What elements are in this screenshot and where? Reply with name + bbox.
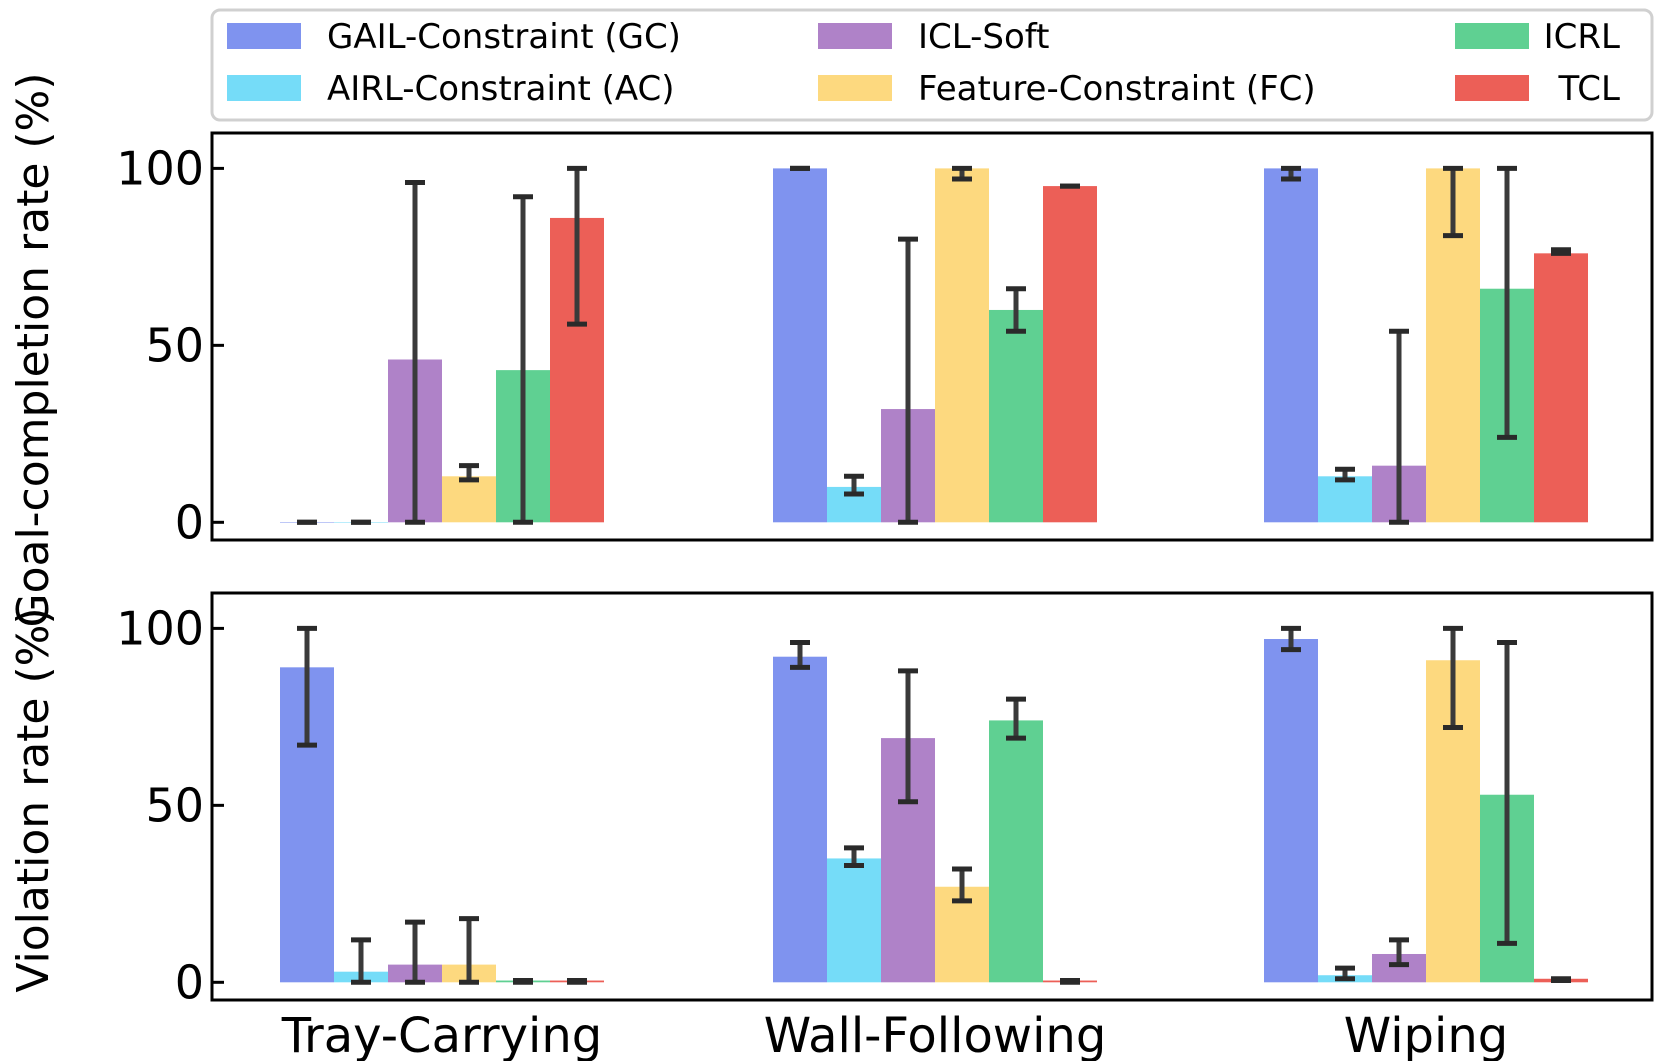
legend-label-4: ICRL <box>1544 17 1620 57</box>
ytick-label-1-2: 100 <box>116 601 204 655</box>
axes-frame-1 <box>210 591 1654 1002</box>
legend-swatch-2 <box>818 23 892 49</box>
bar-1-4-1 <box>989 720 1043 983</box>
legend-label-5: TCL <box>1558 69 1621 109</box>
legend-swatch-5 <box>1455 75 1529 101</box>
legend: GAIL-Constraint (GC) AIRL-Constraint (AC)… <box>210 8 1654 122</box>
bar-0-5-2 <box>1534 253 1588 523</box>
xtick-label-2: Wiping <box>1344 1008 1508 1061</box>
ytick-label-1-1: 50 <box>145 778 204 832</box>
axes-frame-0 <box>210 131 1654 542</box>
ytick-label-0-1: 50 <box>145 318 204 372</box>
ylabel-0: Goal-completion rate (%) <box>8 72 59 627</box>
legend-label-3: Feature-Constraint (FC) <box>918 69 1316 109</box>
bar-0-3-1 <box>935 168 989 523</box>
bar-0-1-2 <box>1318 476 1372 523</box>
legend-swatch-4 <box>1455 23 1529 49</box>
legend-swatch-1 <box>227 75 301 101</box>
bar-0-0-2 <box>1264 168 1318 523</box>
bar-1-1-1 <box>827 858 881 983</box>
ytick-label-0-2: 100 <box>116 141 204 195</box>
xtick-label-0: Tray-Carrying <box>281 1008 602 1061</box>
ytick-label-1-0: 0 <box>175 955 204 1009</box>
bar-0-0-1 <box>773 168 827 523</box>
ylabel-1: Violation rate (%) <box>8 607 59 992</box>
legend-label-2: ICL-Soft <box>918 17 1049 57</box>
ytick-label-0-0: 0 <box>175 495 204 549</box>
bar-0-3-0 <box>442 476 496 523</box>
violation-panel: 0 50 100 Violation rate (%) Tray-Carrying Wal… <box>8 591 1654 1061</box>
legend-frame <box>210 8 1654 122</box>
legend-label-1: AIRL-Constraint (AC) <box>327 69 675 109</box>
bar-0-5-1 <box>1043 186 1097 523</box>
bar-1-0-2 <box>1264 639 1318 983</box>
legend-swatch-3 <box>818 75 892 101</box>
legend-swatch-0 <box>227 23 301 49</box>
xtick-label-1: Wall-Following <box>764 1008 1107 1061</box>
legend-label-0: GAIL-Constraint (GC) <box>327 17 681 57</box>
bar-1-0-1 <box>773 656 827 983</box>
goal-completion-panel: 0 50 100 Goal-completion rate (%) <box>8 72 1654 628</box>
bar-0-4-1 <box>989 309 1043 523</box>
